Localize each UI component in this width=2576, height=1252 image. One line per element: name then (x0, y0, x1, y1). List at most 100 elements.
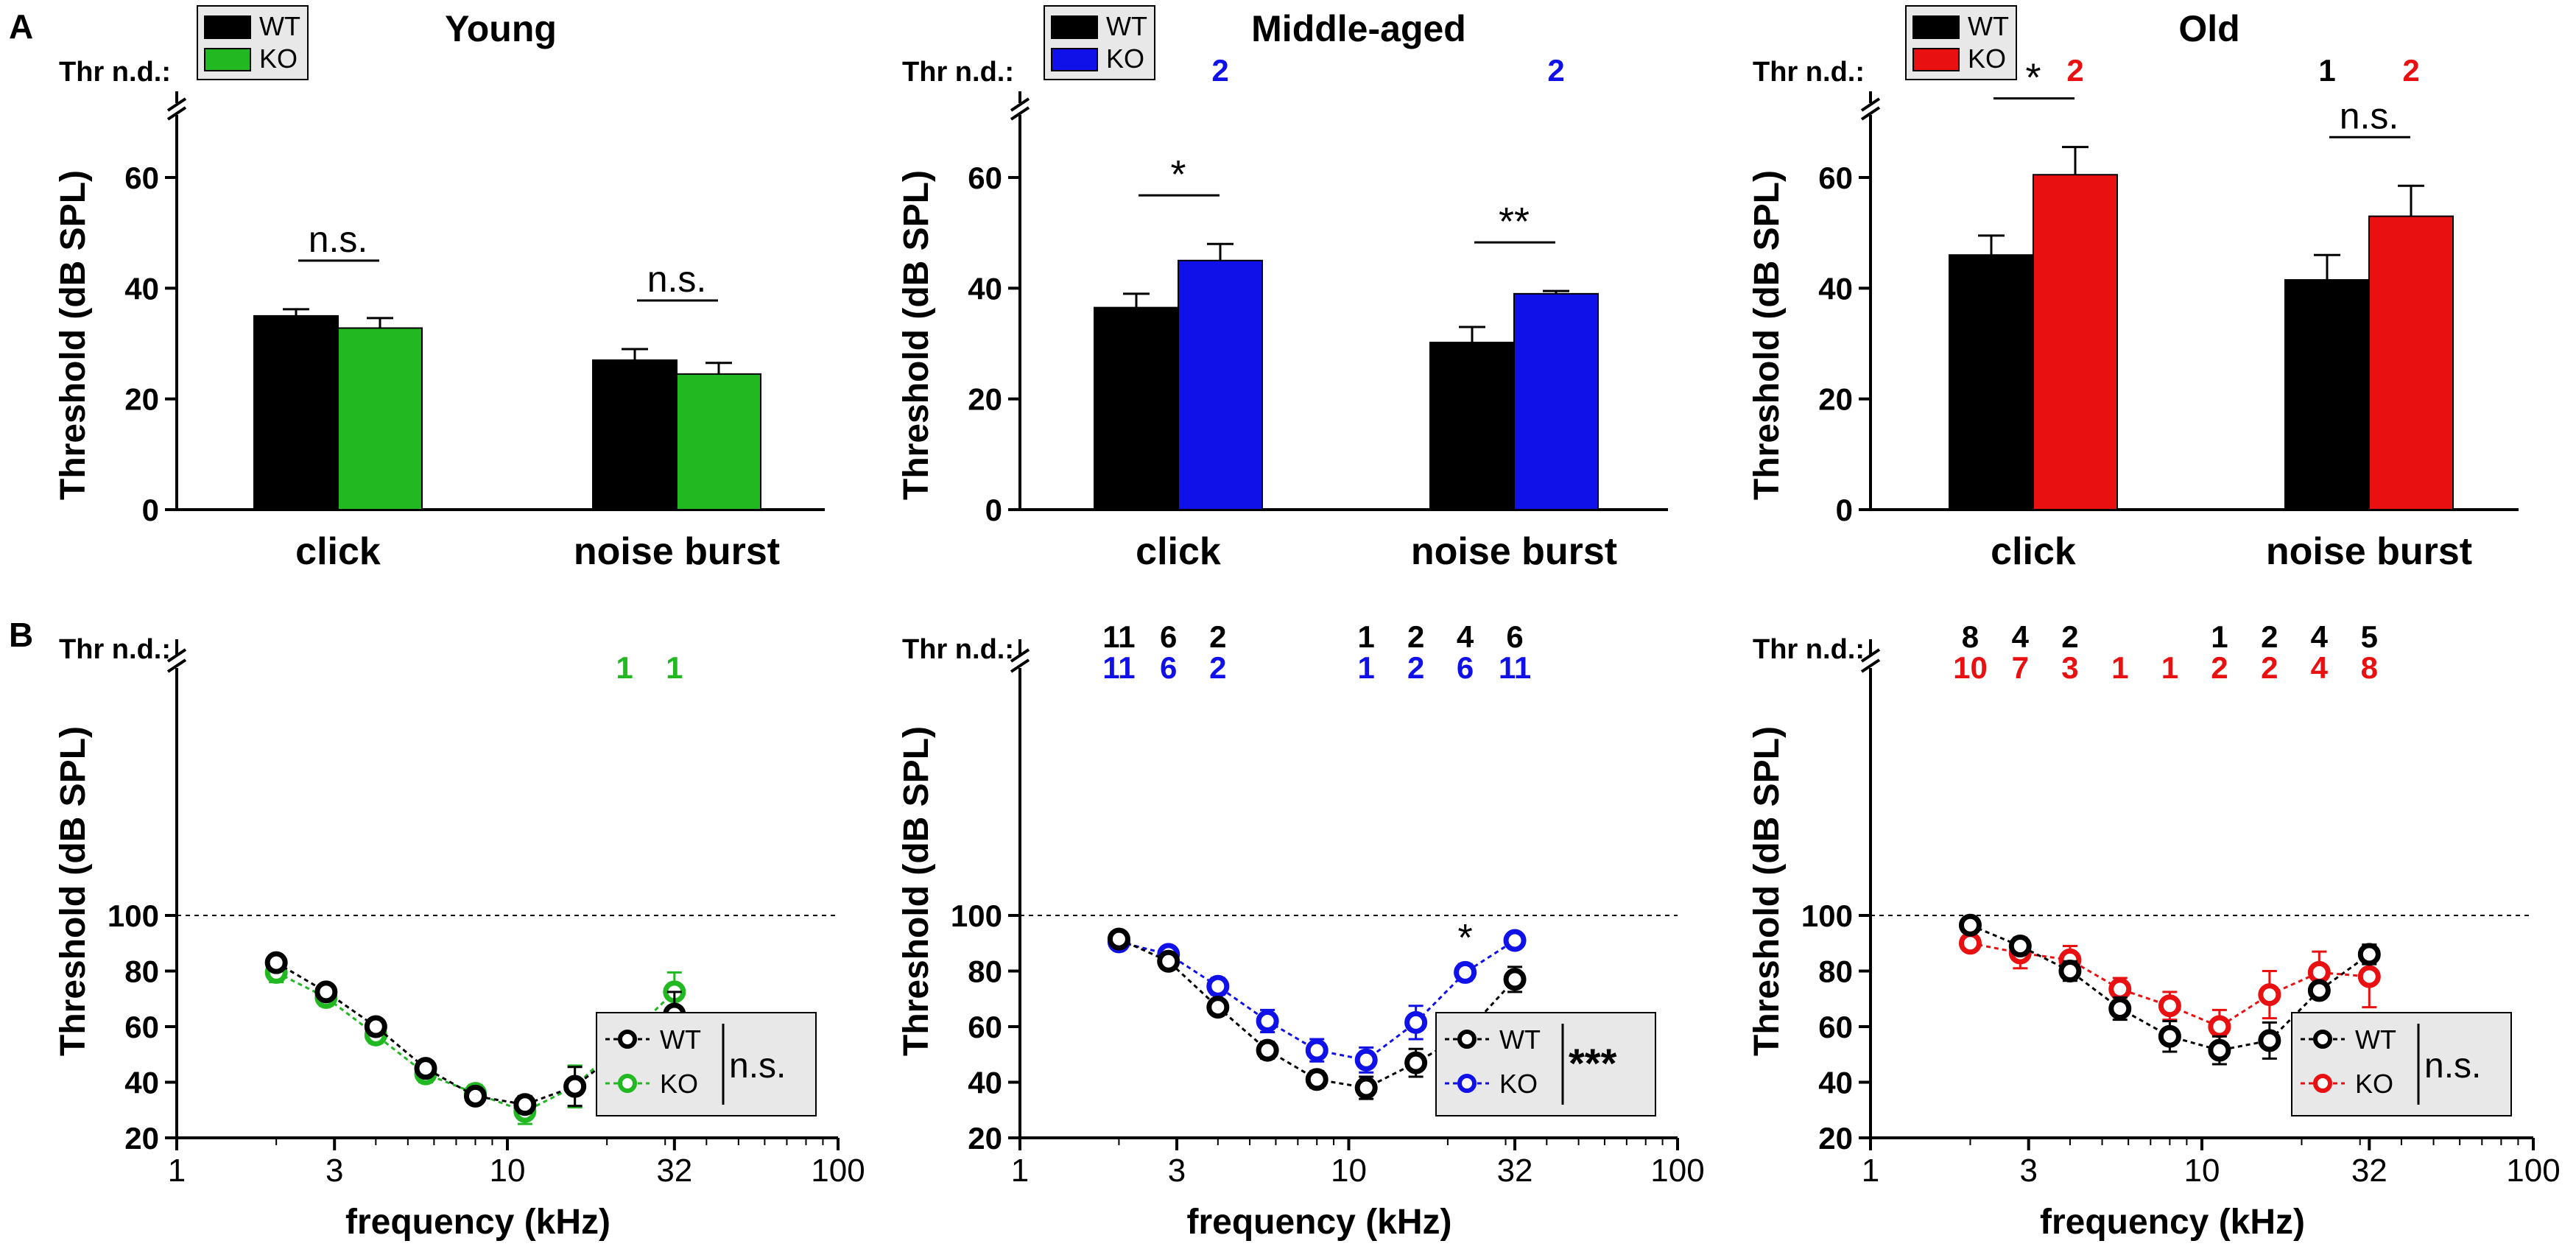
panel-b-2-y-tick-label-4: 100 (1801, 898, 1853, 933)
panel-a-1-category-0: click (1136, 530, 1221, 573)
panel-b-2-point-wt-3 (2108, 996, 2132, 1020)
panel-b-2-legend-ko-label: KO (2355, 1069, 2393, 1099)
panel-b-0-point-wt-3 (414, 1057, 437, 1080)
panel-b-2-legend-box (2291, 1012, 2512, 1116)
panel-b-1-thr-ko-0: 11 (1102, 650, 1135, 685)
panel-b-1-x-tick-label-2: 10 (1331, 1153, 1367, 1189)
panel-a-2-sig-0: * (2025, 56, 2041, 100)
panel-a-0-title: Young (445, 8, 557, 49)
panel-a-2-y-tick-label-1: 20 (1818, 382, 1853, 417)
panel-b-1-xlabel: frequency (kHz) (1186, 1203, 1451, 1242)
panel-a-1-y-tick-label-0: 0 (985, 493, 1002, 527)
panel-b-2-y-tick-label-3: 80 (1818, 954, 1853, 989)
panel-b-2-thr-label: Thr n.d.: (1753, 634, 1865, 665)
panel-a-2-axis-break-1 (1860, 106, 1881, 121)
panel-b-2-point-wt-1 (2008, 935, 2032, 958)
panel-b-1-thr-wt-7: 4 (1457, 619, 1474, 654)
panel-b-2-axis-break-1 (1860, 658, 1881, 673)
panel-b-2-thr-ko-0: 10 (1953, 650, 1988, 685)
panel-a-2-category-0: click (1991, 530, 2076, 573)
panel-a-1-axis-break-2 (1010, 97, 1030, 112)
panel-a-0-y-tick-label-1: 20 (124, 382, 159, 417)
panel-b-2-thr-ko-4: 1 (2161, 650, 2178, 685)
panel-b-1-point-ko-7 (1454, 960, 1477, 984)
panel-b-1-point-wt-3 (1256, 1038, 1279, 1062)
panel-a-1-y-tick-label-2: 40 (968, 271, 1002, 306)
panel-b-2-axis-break-2 (1860, 648, 1881, 663)
panel-b-2-x-tick-label-3: 32 (2351, 1153, 2387, 1189)
panel-b-1-point-ko-4 (1305, 1038, 1329, 1062)
panel-a-2-legend-ko-swatch (1912, 48, 1960, 71)
panel-b-2-thr-wt-5: 1 (2211, 619, 2228, 654)
panel-b-0-thr-ko-8: 1 (666, 650, 683, 685)
panel-a-1-thr-ko-0: 2 (1211, 53, 1228, 88)
panel-b-1-legend-ko-label: KO (1499, 1069, 1538, 1099)
panel-b-2-thr-ko-2: 3 (2061, 650, 2078, 685)
panel-b-1-thr-wt-6: 2 (1407, 619, 1424, 654)
panel-b-2-point-wt-2 (2058, 960, 2082, 982)
panel-a-1-legend-wt-swatch (1051, 15, 1098, 39)
panel-b-2-thr-ko-1: 7 (2012, 650, 2029, 685)
panel-b-2-thr-wt-0: 8 (1962, 619, 1979, 654)
panel-b-1-y-tick-label-3: 80 (968, 954, 1002, 989)
panel-b-2-point-ko-7 (2307, 960, 2331, 984)
panel-a-2-y-tick-label-3: 60 (1818, 161, 1853, 195)
panel-b-2-point-ko-6 (2258, 983, 2281, 1007)
panel-a-0-axis-break-2 (166, 97, 187, 112)
panel-b-1-significance: *** (1569, 1040, 1617, 1086)
panel-label-b: B (9, 616, 33, 654)
panel-b-0-x-tick-label-1: 3 (325, 1153, 343, 1189)
panel-b-1-point-ko-6 (1404, 1010, 1428, 1034)
panel-b-2-thr-ko-3: 1 (2111, 650, 2128, 685)
panel-b-1-point-wt-8 (1503, 968, 1527, 991)
panel-b-1-ylabel: Threshold (dB SPL) (897, 726, 936, 1056)
panel-b-2-x-tick-label-2: 10 (2184, 1153, 2220, 1189)
panel-a-2-legend-ko-label: KO (1968, 43, 2006, 74)
panel-b-1-point-ko-3 (1256, 1009, 1279, 1033)
panel-b-0-point-wt-4 (463, 1084, 487, 1108)
panel-b-1-legend-wt-marker (1457, 1030, 1477, 1049)
panel-b-0-point-wt-6 (563, 1075, 587, 1098)
panel-b-1-legend-wt-label: WT (1499, 1024, 1541, 1055)
panel-b-2-point-ko-0 (1958, 932, 1982, 955)
panel-b-2-thr-ko-7: 4 (2311, 650, 2329, 685)
panel-b-2-point-wt-6 (2258, 1029, 2281, 1052)
panel-a-0-y-tick-label-2: 40 (124, 271, 159, 306)
panel-b-1-x-tick-label-3: 32 (1497, 1153, 1533, 1189)
panel-b-1-y-tick-label-1: 40 (968, 1066, 1002, 1100)
panel-b-2-point-ko-5 (2208, 1015, 2231, 1038)
panel-b-2-thr-ko-8: 8 (2361, 650, 2378, 685)
panel-b-1-y-tick-label-2: 60 (968, 1010, 1002, 1044)
panel-b-2-x-tick-label-4: 100 (2506, 1153, 2560, 1189)
panel-b-1-point-ko-2 (1206, 974, 1230, 998)
panel-b-2-legend-ko-marker (2313, 1074, 2332, 1093)
panel-b-0-x-tick-label-3: 32 (656, 1153, 692, 1189)
panel-a-1-y-tick-label-3: 60 (968, 161, 1002, 195)
panel-b-1-thr-ko-2: 2 (1209, 650, 1226, 685)
panel-a-1-legend-ko-swatch (1051, 48, 1098, 71)
panel-a-2-thr-ko-1: 2 (2402, 53, 2419, 88)
panel-a-0-axis-break-1 (166, 106, 187, 121)
panel-b-0-point-wt-1 (314, 980, 338, 1004)
panel-a-1-axis-break-1 (1010, 106, 1030, 121)
panel-a-1-title: Middle-aged (1251, 8, 1466, 49)
panel-b-0-x-tick-label-2: 10 (490, 1153, 526, 1189)
panel-b-2-thr-wt-1: 4 (2012, 619, 2030, 654)
panel-b-2-thr-ko-5: 2 (2211, 650, 2228, 685)
panel-b-1-point-ko-8 (1503, 929, 1527, 952)
panel-a-0-category-0: click (295, 530, 381, 573)
panel-a-2-axis-break-2 (1860, 97, 1881, 112)
panel-a-1-legend-ko-label: KO (1106, 43, 1144, 74)
panel-b-0-xlabel: frequency (kHz) (345, 1203, 610, 1242)
panel-b-1-thr-wt-8: 6 (1506, 619, 1523, 654)
panel-b-1-thr-ko-5: 1 (1358, 650, 1375, 685)
panel-b-2-point-wt-7 (2307, 979, 2331, 1002)
panel-a-2-category-1: noise burst (2266, 530, 2472, 573)
panel-a-2-y-tick-label-2: 40 (1818, 271, 1853, 306)
panel-b-1-point-annotation-0: * (1457, 917, 1472, 960)
panel-b-1-thr-wt-1: 6 (1160, 619, 1177, 654)
panel-a-0-bar-wt-1 (592, 359, 678, 510)
panel-b-2-x-tick-label-0: 1 (1862, 1153, 1879, 1189)
